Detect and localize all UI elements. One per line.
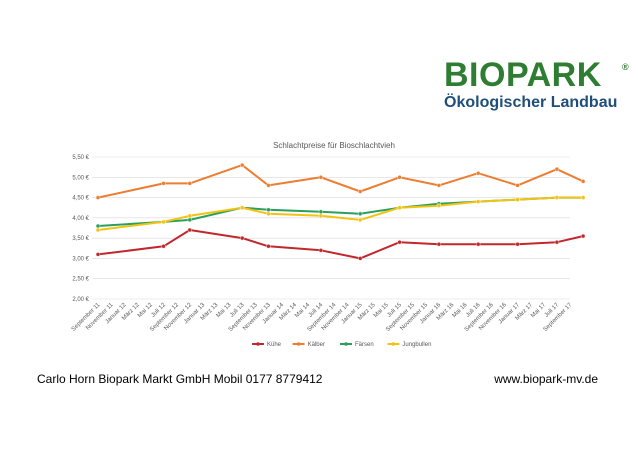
data-point xyxy=(95,195,101,200)
data-point xyxy=(515,242,520,247)
data-point xyxy=(476,199,481,204)
y-tick-label: 4,00 € xyxy=(72,216,89,222)
data-point xyxy=(515,183,520,188)
data-point xyxy=(436,203,442,208)
data-point xyxy=(554,166,560,172)
legend-marker xyxy=(344,342,348,346)
data-point xyxy=(554,195,560,200)
data-point xyxy=(161,219,166,225)
data-point xyxy=(554,239,560,245)
y-tick-label: 2,50 € xyxy=(72,277,89,283)
data-point xyxy=(358,256,363,261)
series-line xyxy=(97,229,584,260)
data-point xyxy=(266,183,271,188)
data-point xyxy=(318,209,324,214)
chart-title: Schlachtpreise für Bioschlachtvieh xyxy=(273,141,395,150)
data-point xyxy=(318,213,324,219)
data-point xyxy=(580,233,586,239)
legend-marker xyxy=(391,342,396,346)
data-point xyxy=(266,211,271,217)
data-point xyxy=(266,207,271,212)
data-point xyxy=(240,162,245,168)
footer-contact: Carlo Horn Biopark Markt GmbH Mobil 0177… xyxy=(37,372,323,386)
data-point xyxy=(95,227,101,233)
series-line xyxy=(97,164,584,199)
footer-website[interactable]: www.biopark-mv.de xyxy=(494,372,598,386)
data-point xyxy=(397,175,402,180)
data-point xyxy=(187,213,192,219)
logo-main-text: BIOPARK xyxy=(444,56,602,94)
legend-marker xyxy=(256,342,260,346)
data-point xyxy=(240,235,245,241)
data-point xyxy=(476,171,481,176)
data-point xyxy=(515,197,520,202)
data-point xyxy=(95,252,101,257)
data-point xyxy=(187,227,192,233)
y-tick-label: 3,50 € xyxy=(72,236,89,242)
y-tick-label: 5,00 € xyxy=(72,175,89,181)
series-line xyxy=(97,196,584,227)
legend-marker xyxy=(296,342,301,346)
data-point xyxy=(318,248,324,253)
y-tick-label: 4,50 € xyxy=(72,196,89,202)
data-point xyxy=(95,223,101,229)
biopark-logo: BIOPARK ® Ökologischer Landbau xyxy=(444,58,630,118)
data-point xyxy=(318,175,324,180)
y-tick-label: 2,00 € xyxy=(72,297,89,303)
logo-registered-mark: ® xyxy=(622,62,629,72)
legend-label: Jungbullen xyxy=(402,342,431,348)
data-point xyxy=(397,205,402,210)
logo-subtitle: Ökologischer Landbau xyxy=(444,94,618,111)
legend-label: Kälber xyxy=(308,342,325,348)
data-point xyxy=(436,183,442,188)
data-point xyxy=(358,189,363,194)
y-tick-label: 5,50 € xyxy=(72,155,89,161)
data-point xyxy=(187,217,192,223)
data-point xyxy=(266,244,271,249)
data-point xyxy=(580,195,586,200)
y-tick-label: 3,00 € xyxy=(72,256,89,262)
data-point xyxy=(476,242,481,247)
data-point xyxy=(358,217,363,223)
legend-label: Kühe xyxy=(267,342,282,348)
data-point xyxy=(161,244,166,249)
data-point xyxy=(580,179,586,184)
data-point xyxy=(187,181,192,186)
legend-label: Färsen xyxy=(355,342,374,348)
data-point xyxy=(161,181,166,186)
data-point xyxy=(358,211,363,217)
data-point xyxy=(240,205,245,210)
data-point xyxy=(436,242,442,247)
data-point xyxy=(397,239,402,245)
